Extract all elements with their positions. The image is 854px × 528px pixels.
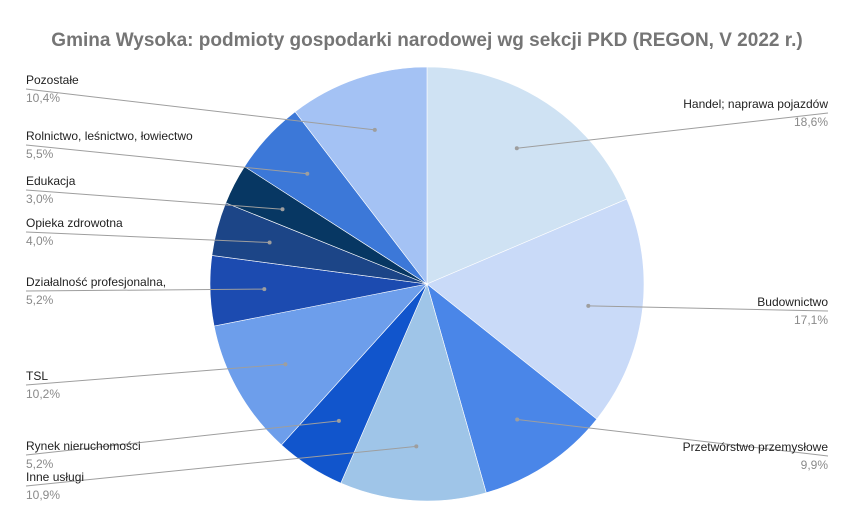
slice-percent-dzialalnosc-profesjonalna: 5,2% bbox=[26, 293, 54, 307]
slice-label-rolnictwo-lesnictwo-lowiectwo: Rolnictwo, leśnictwo, łowiectwo bbox=[26, 129, 193, 143]
slice-percent-opieka-zdrowotna: 4,0% bbox=[26, 234, 54, 248]
pie-slices bbox=[209, 66, 645, 502]
slice-label-dzialalnosc-profesjonalna: Działalność profesjonalna, bbox=[26, 275, 166, 289]
chart-title: Gmina Wysoka: podmioty gospodarki narodo… bbox=[51, 30, 802, 51]
leader-line-przetworstwo-przemyslowe bbox=[517, 419, 829, 457]
slice-percent-przetworstwo-przemyslowe: 9,9% bbox=[801, 458, 829, 472]
slice-label-inne-uslugi: Inne usługi bbox=[26, 470, 84, 484]
leader-line-inne-uslugi bbox=[25, 445, 417, 487]
slice-percent-handel-naprawa-pojazdow: 18,6% bbox=[794, 115, 828, 129]
slice-label-opieka-zdrowotna: Opieka zdrowotna bbox=[26, 216, 123, 230]
leader-line-budownictwo bbox=[588, 305, 829, 312]
leader-line-edukacja bbox=[25, 189, 283, 210]
leader-dot-dzialalnosc-profesjonalna bbox=[262, 287, 267, 292]
pie-slice-inne-uslugi bbox=[340, 283, 487, 502]
leader-dot-budownictwo bbox=[586, 303, 591, 308]
leader-line-tsl bbox=[25, 363, 286, 386]
slice-percent-rolnictwo-lesnictwo-lowiectwo: 5,5% bbox=[26, 147, 54, 161]
pie-slice-handel-naprawa-pojazdow bbox=[426, 66, 628, 285]
leader-dot-rolnictwo-lesnictwo-lowiectwo bbox=[305, 171, 310, 176]
leader-dot-handel-naprawa-pojazdow bbox=[514, 146, 519, 151]
slice-labels: Handel; naprawa pojazdów 18,6% Budownictwo… bbox=[25, 73, 829, 502]
pie-slice-tsl bbox=[213, 283, 428, 446]
pie-slice-budownictwo bbox=[426, 198, 645, 420]
slice-label-handel-naprawa-pojazdow: Handel; naprawa pojazdów bbox=[683, 97, 828, 111]
slice-label-budownictwo: Budownictwo bbox=[757, 295, 828, 309]
leader-dot-pozostale bbox=[372, 127, 377, 132]
pie-slice-pozostale bbox=[294, 66, 428, 285]
slice-label-przetworstwo-przemyslowe: Przetwórstwo przemysłowe bbox=[683, 440, 829, 454]
pie-slice-przetworstwo-przemyslowe bbox=[426, 283, 598, 494]
leader-line-opieka-zdrowotna bbox=[25, 231, 270, 243]
leader-dot-inne-uslugi bbox=[414, 444, 419, 449]
slice-percent-pozostale: 10,4% bbox=[26, 91, 60, 105]
leader-dot-tsl bbox=[283, 362, 288, 367]
leader-line-dzialalnosc-profesjonalna bbox=[25, 288, 265, 292]
leader-line-handel-naprawa-pojazdow bbox=[516, 112, 829, 149]
slice-label-rynek-nieruchomosci: Rynek nieruchomości bbox=[26, 439, 141, 453]
slice-percent-budownictwo: 17,1% bbox=[794, 313, 828, 327]
leader-line-rynek-nieruchomosci bbox=[25, 420, 339, 456]
slice-label-pozostale: Pozostałe bbox=[26, 73, 79, 87]
leader-dot-rynek-nieruchomosci bbox=[336, 418, 341, 423]
leader-line-pozostale bbox=[25, 88, 375, 131]
leader-line-rolnictwo-lesnictwo-lowiectwo bbox=[25, 144, 308, 175]
slice-label-edukacja: Edukacja bbox=[26, 174, 76, 188]
slice-percent-edukacja: 3,0% bbox=[26, 192, 54, 206]
leader-dot-opieka-zdrowotna bbox=[267, 240, 272, 245]
slice-percent-rynek-nieruchomosci: 5,2% bbox=[26, 457, 54, 471]
leader-dot-edukacja bbox=[280, 207, 285, 212]
slice-percent-tsl: 10,2% bbox=[26, 387, 60, 401]
leader-dot-przetworstwo-przemyslowe bbox=[515, 417, 520, 422]
slice-percent-inne-uslugi: 10,9% bbox=[26, 488, 60, 502]
slice-label-tsl: TSL bbox=[26, 369, 48, 383]
